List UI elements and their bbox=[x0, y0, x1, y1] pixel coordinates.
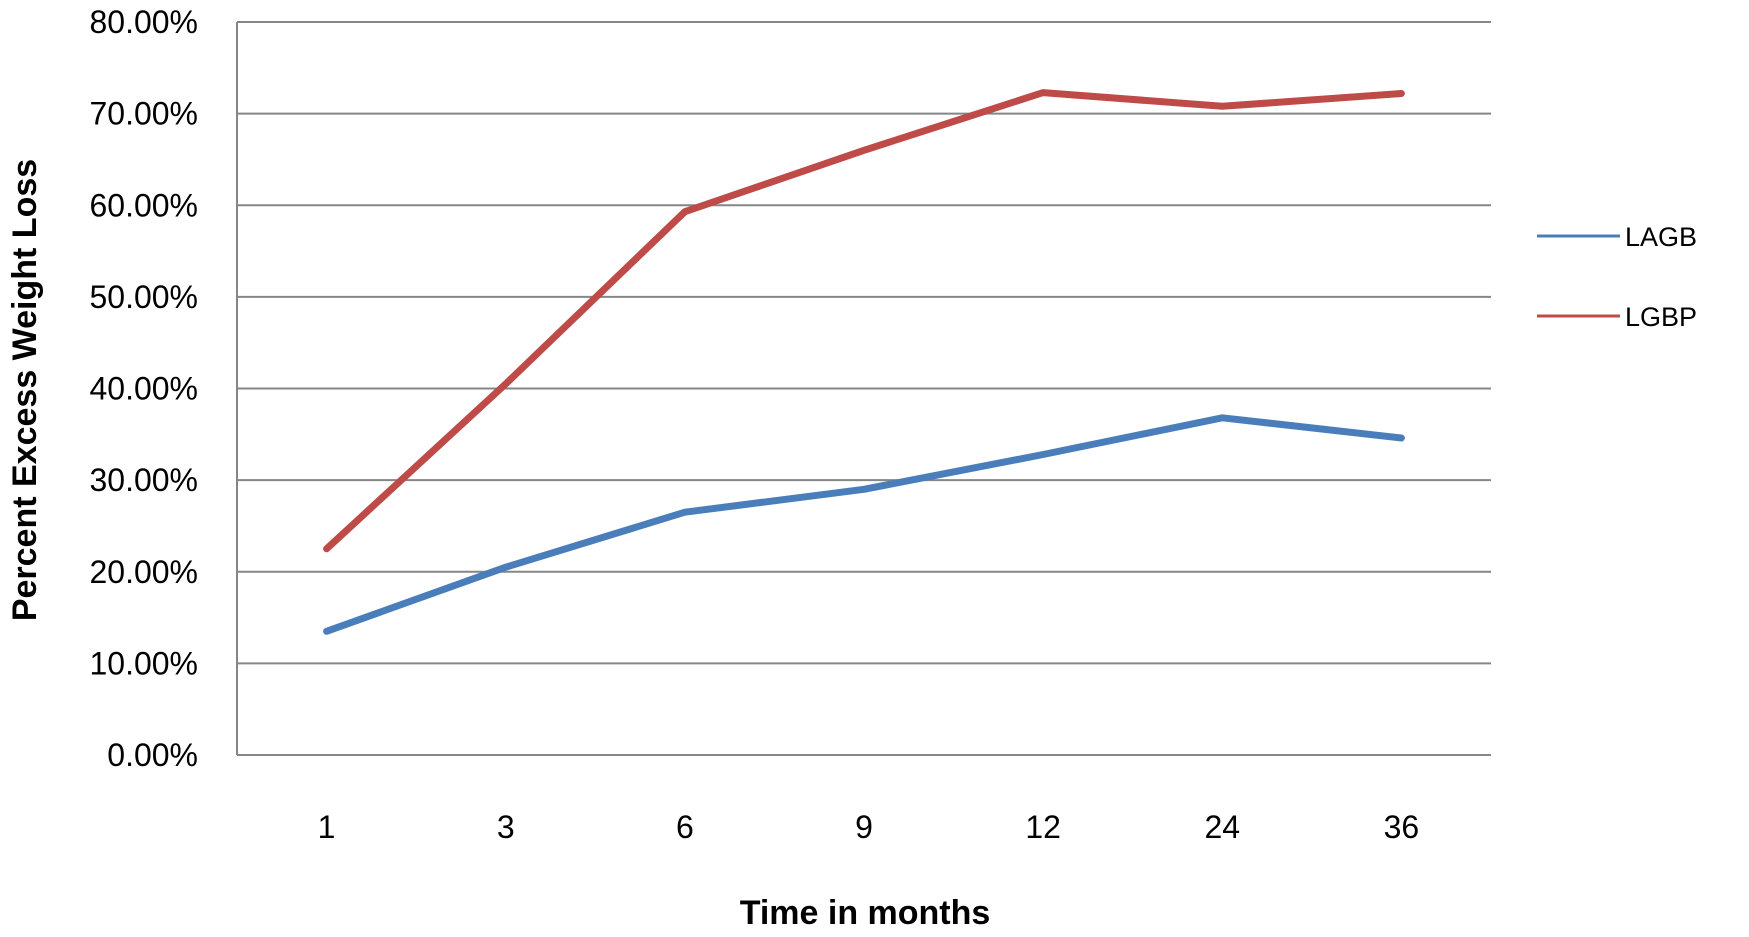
x-tick-label-12: 12 bbox=[1025, 809, 1061, 845]
x-tick-label-3: 3 bbox=[497, 809, 515, 845]
legend-label-lagb: LAGB bbox=[1625, 222, 1697, 252]
y-tick-label-0: 0.00% bbox=[107, 737, 198, 773]
y-tick-label-2: 20.00% bbox=[89, 554, 198, 590]
y-tick-label-5: 50.00% bbox=[89, 279, 198, 315]
legend-label-lgbp: LGBP bbox=[1625, 302, 1697, 332]
y-tick-label-3: 30.00% bbox=[89, 462, 198, 498]
y-tick-label-1: 10.00% bbox=[89, 645, 198, 681]
x-tick-labels: 1 3 6 9 12 24 36 bbox=[318, 809, 1420, 845]
x-tick-label-6: 6 bbox=[676, 809, 694, 845]
axes bbox=[236, 22, 1491, 756]
legend: LAGB LGBP bbox=[1537, 222, 1697, 332]
y-tick-label-8: 80.00% bbox=[89, 4, 198, 40]
y-tick-label-7: 70.00% bbox=[89, 96, 198, 132]
series-line-lgbp bbox=[323, 89, 1405, 553]
y-tick-labels: 0.00% 10.00% 20.00% 30.00% 40.00% 50.00% 60.00… bbox=[89, 4, 198, 773]
x-tick-label-36: 36 bbox=[1384, 809, 1420, 845]
x-tick-label-1: 1 bbox=[318, 809, 336, 845]
x-axis-title: Time in months bbox=[740, 894, 991, 932]
gridlines bbox=[237, 21, 1491, 665]
y-axis-title: Percent Excess Weight Loss bbox=[6, 159, 44, 621]
x-tick-label-24: 24 bbox=[1204, 809, 1240, 845]
series-line-lagb bbox=[323, 414, 1405, 635]
series-lines bbox=[323, 89, 1405, 635]
x-tick-label-9: 9 bbox=[855, 809, 873, 845]
y-tick-label-4: 40.00% bbox=[89, 371, 198, 407]
y-tick-label-6: 60.00% bbox=[89, 187, 198, 223]
